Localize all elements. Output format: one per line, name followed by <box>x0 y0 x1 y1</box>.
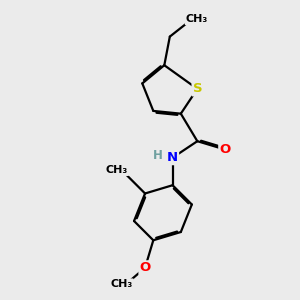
Text: CH₃: CH₃ <box>186 14 208 24</box>
Text: S: S <box>193 82 202 95</box>
Text: O: O <box>219 143 230 156</box>
Text: CH₃: CH₃ <box>106 165 128 175</box>
Text: N: N <box>167 151 178 164</box>
Text: CH₃: CH₃ <box>110 279 133 289</box>
Text: O: O <box>140 261 151 274</box>
Text: H: H <box>153 149 163 162</box>
